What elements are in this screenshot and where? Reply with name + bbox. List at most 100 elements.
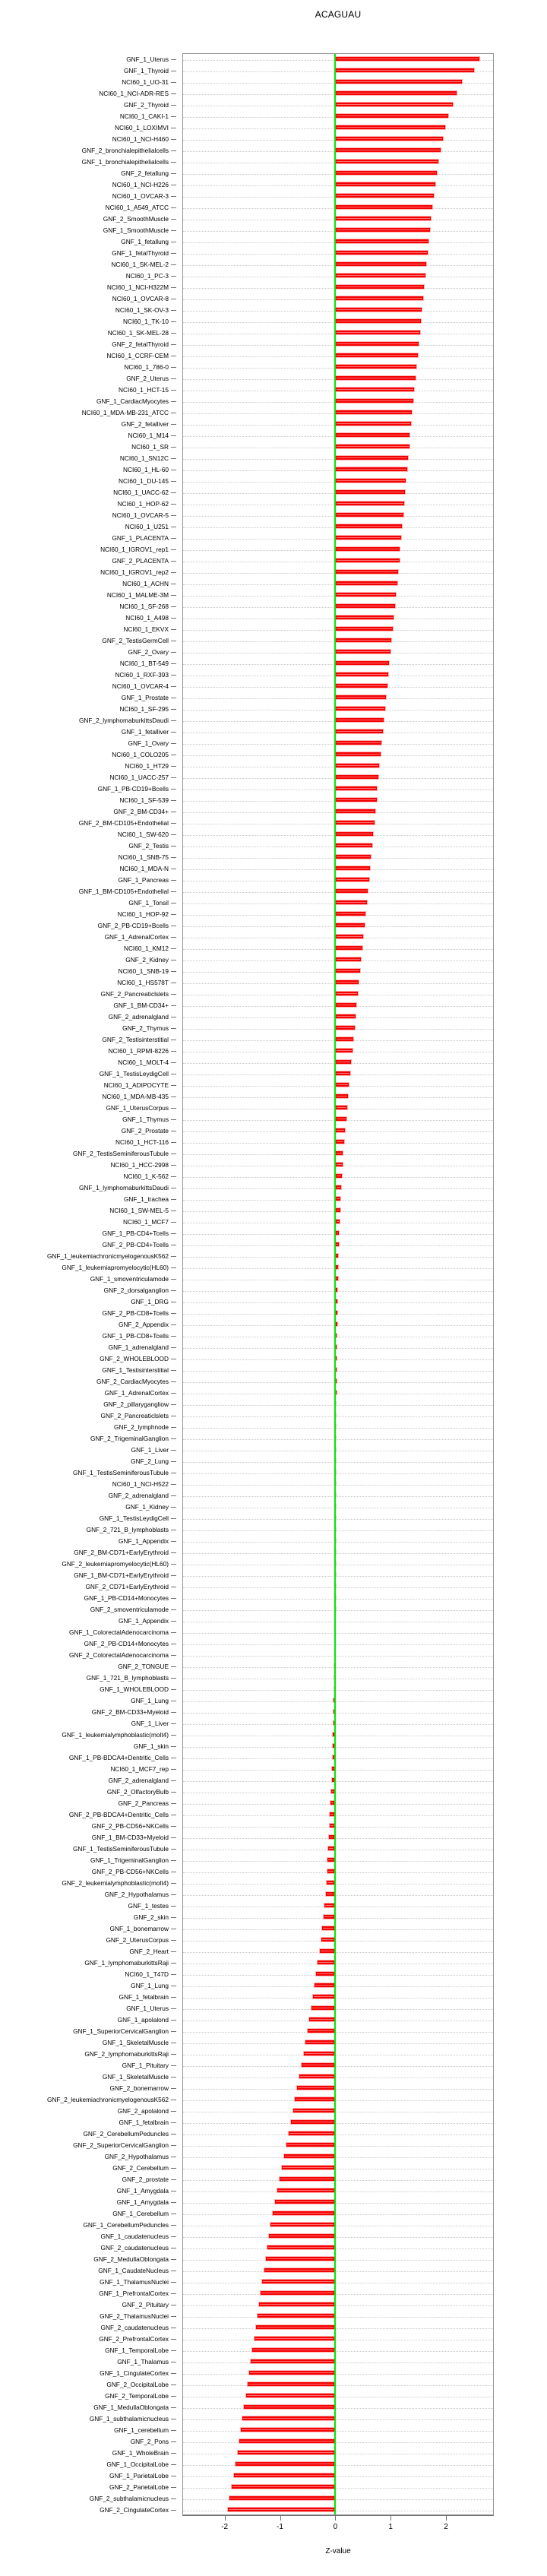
y-axis-tick-label: GNF_1_ThalamusNuclei bbox=[100, 2277, 169, 2286]
y-axis-tick bbox=[171, 1438, 176, 1439]
gridline bbox=[183, 2431, 493, 2432]
y-axis-tick bbox=[171, 1678, 176, 1679]
y-axis-tick-label: GNF_2_PB-CD19+Bcells bbox=[97, 921, 169, 929]
y-axis-tick-label: NCI60_1_PC-3 bbox=[125, 271, 169, 280]
y-axis-tick bbox=[171, 1860, 176, 1861]
bar bbox=[335, 672, 389, 678]
y-axis-tick bbox=[171, 777, 176, 778]
y-axis-tick bbox=[171, 1324, 176, 1325]
bar bbox=[335, 250, 428, 256]
y-axis-tick-label: GNF_1_MedullaOblongata bbox=[93, 2403, 169, 2411]
bar bbox=[335, 638, 393, 644]
y-axis-tick-label: NCI60_1_HS578T bbox=[117, 978, 169, 986]
gridline bbox=[183, 2305, 493, 2306]
bar bbox=[335, 831, 375, 837]
y-axis-tick bbox=[171, 1370, 176, 1371]
y-axis-tick-label: GNF_1_PB-CD14+Monocytes bbox=[84, 1593, 169, 1602]
y-axis-tick-label: GNF_1_fetalbrain bbox=[119, 1992, 169, 2001]
y-axis-tick bbox=[171, 2293, 176, 2294]
y-axis-tick bbox=[171, 1199, 176, 1200]
y-axis-tick-label: NCI60_1_MDA-N bbox=[119, 864, 169, 872]
y-axis-tick-label: GNF_1_TestisLeydigCell bbox=[99, 1514, 169, 1522]
y-axis-tick-label: GNF_2_Testisinterstitial bbox=[102, 1035, 169, 1043]
y-axis-tick-label: GNF_2_PrefrontalCortex bbox=[99, 2334, 169, 2343]
gridline bbox=[183, 1975, 493, 1976]
y-axis-tick-label: GNF_1_BM-CD105+Endothelial bbox=[78, 887, 169, 895]
y-axis-tick-label: GNF_2_adrenalgland bbox=[108, 1776, 169, 1784]
y-axis-tick-label: GNF_1_Amygdala bbox=[116, 2186, 169, 2195]
y-axis-tick-label: GNF_2_TONGUE bbox=[118, 1662, 169, 1670]
y-axis-tick bbox=[171, 2453, 176, 2454]
y-axis-tick bbox=[171, 1940, 176, 1941]
y-axis-tick bbox=[171, 2179, 176, 2180]
y-axis-label-group: GNF_1_Uterus GNF_1_Thyroid NCI60_1_UO-31 NC… bbox=[0, 53, 176, 2515]
y-axis-tick bbox=[171, 1495, 176, 1496]
bar bbox=[283, 2154, 336, 2160]
bar bbox=[317, 1960, 336, 1966]
bar bbox=[289, 2119, 336, 2125]
y-axis-tick-label: NCI60_1_BT-549 bbox=[119, 659, 169, 667]
y-axis-tick-label: GNF_2_subthalamicnucleus bbox=[89, 2494, 169, 2502]
bar bbox=[236, 2450, 336, 2456]
bar bbox=[263, 2267, 336, 2274]
y-axis-tick-label: GNF_2_lymphomaburkittsRaji bbox=[84, 2049, 169, 2058]
y-axis-tick bbox=[171, 2202, 176, 2203]
y-axis-tick bbox=[171, 2031, 176, 2032]
y-axis-tick-label: GNF_2_PB-CD56+NKCells bbox=[91, 1821, 169, 1830]
gridline bbox=[183, 1781, 493, 1782]
bar bbox=[335, 1105, 349, 1111]
y-axis-tick bbox=[171, 857, 176, 858]
bar bbox=[335, 558, 400, 564]
y-axis-tick-label: NCI60_1_UACC-62 bbox=[113, 488, 169, 496]
y-axis-tick bbox=[171, 2225, 176, 2226]
gridline bbox=[183, 2043, 493, 2044]
y-axis-tick bbox=[171, 834, 176, 835]
y-axis-tick bbox=[171, 1621, 176, 1622]
x-axis-line bbox=[182, 2515, 494, 2516]
gridline bbox=[183, 1416, 493, 1417]
bar bbox=[335, 740, 383, 746]
x-axis-tick-label: -2 bbox=[221, 2523, 229, 2531]
y-axis-tick bbox=[171, 2487, 176, 2488]
y-axis-tick bbox=[171, 880, 176, 881]
y-axis-tick-label: GNF_1_smoventriculamode bbox=[90, 1274, 169, 1283]
gridline bbox=[183, 2123, 493, 2124]
y-axis-tick bbox=[171, 1165, 176, 1166]
bar bbox=[335, 1071, 351, 1077]
plot-area bbox=[182, 53, 494, 2515]
y-axis-tick bbox=[171, 1085, 176, 1086]
bar bbox=[335, 170, 438, 176]
y-axis-tick-label: NCI60_1_SW-MEL-5 bbox=[109, 1206, 169, 1214]
y-axis-tick bbox=[171, 994, 176, 995]
gridline bbox=[183, 1861, 493, 1862]
gridline bbox=[183, 2146, 493, 2147]
y-axis-tick bbox=[171, 1906, 176, 1907]
y-axis-tick-label: GNF_1_Pancreas bbox=[118, 875, 169, 884]
y-axis-tick bbox=[171, 367, 176, 368]
y-axis-tick-label: GNF_2_fetalThyroid bbox=[112, 340, 169, 348]
y-axis-tick-label: NCI60_1_HOP-62 bbox=[117, 499, 169, 508]
y-axis-tick bbox=[171, 766, 176, 767]
y-axis-tick bbox=[171, 82, 176, 83]
y-axis-tick bbox=[171, 1507, 176, 1508]
gridline bbox=[183, 2032, 493, 2033]
bar bbox=[335, 888, 369, 894]
bar bbox=[255, 2324, 336, 2331]
gridline bbox=[183, 1770, 493, 1771]
bar bbox=[335, 626, 394, 632]
y-axis-tick bbox=[171, 2464, 176, 2465]
gridline bbox=[183, 1884, 493, 1885]
y-axis-tick bbox=[171, 1404, 176, 1405]
bar bbox=[335, 353, 419, 359]
y-axis-tick bbox=[171, 59, 176, 60]
y-axis-tick-label: GNF_1_PB-BDCA4+Dentritic_Cells bbox=[68, 1753, 169, 1761]
y-axis-tick-label: NCI60_1_IGROV1_rep1 bbox=[100, 545, 169, 553]
y-axis-tick-label: NCI60_1_SF-539 bbox=[119, 796, 169, 804]
bar bbox=[335, 1116, 347, 1122]
y-axis-tick-label: NCI60_1_SF-295 bbox=[119, 704, 169, 713]
y-axis-tick bbox=[171, 1803, 176, 1804]
y-axis-tick-label: GNF_1_PB-CD8+Tcells bbox=[102, 1331, 169, 1340]
y-axis-tick bbox=[171, 1119, 176, 1120]
gridline bbox=[183, 2317, 493, 2318]
y-axis-tick-label: GNF_2_SmoothMuscle bbox=[103, 214, 169, 223]
